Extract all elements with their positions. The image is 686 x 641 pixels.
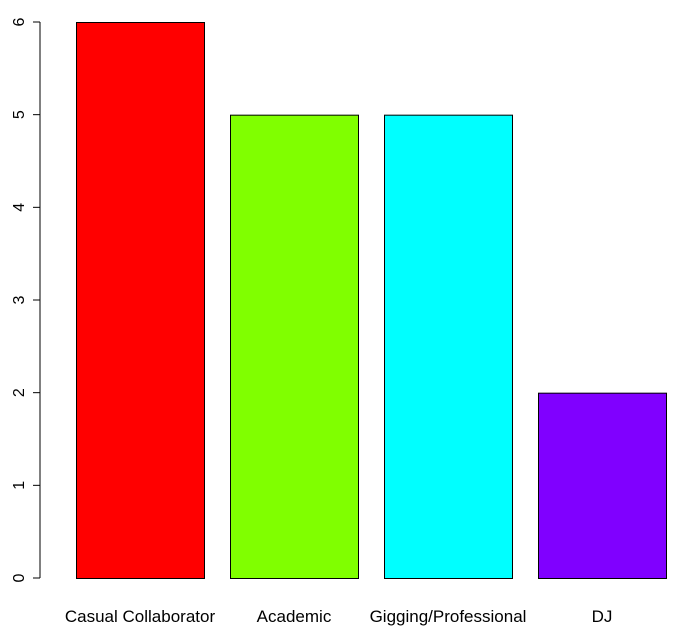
y-tick-label: 6 (11, 17, 28, 26)
y-tick-label: 3 (11, 295, 28, 304)
y-axis: 0 1 2 3 4 5 6 (11, 17, 41, 582)
bars-group (76, 22, 667, 580)
x-tick-label: Gigging/Professional (370, 607, 527, 626)
bar-gigging-professional (384, 114, 513, 580)
y-tick-label: 4 (11, 203, 28, 212)
bar-academic (230, 114, 359, 580)
y-tick-label: 1 (11, 481, 28, 490)
y-tick-label: 5 (11, 110, 28, 119)
x-tick-label: Casual Collaborator (65, 607, 216, 626)
y-tick-label: 2 (11, 388, 28, 397)
x-axis-labels: Casual Collaborator Academic Gigging/Profe… (65, 607, 613, 626)
bar-dj (538, 392, 667, 579)
x-tick-label: Academic (257, 607, 332, 626)
y-tick-label: 0 (11, 573, 28, 582)
x-tick-label: DJ (592, 607, 613, 626)
bar-casual-collaborator (76, 22, 205, 579)
